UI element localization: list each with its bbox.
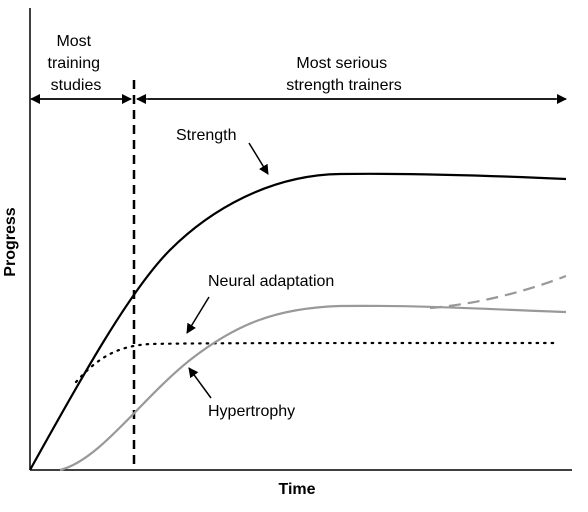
hypertrophy-pointer-arrow <box>188 367 212 399</box>
right-period-label: Most serious strength trainers <box>286 55 402 94</box>
y-axis-label: Progress <box>2 207 19 276</box>
strength-label: Strength <box>176 127 236 144</box>
neural-adaptation-label: Neural adaptation <box>208 273 334 290</box>
strength-pointer-arrow <box>248 142 269 175</box>
left-period-label: Most training studies <box>48 33 105 94</box>
strength-curve <box>29 172 567 471</box>
right-period-label-line-2: strength trainers <box>286 77 402 94</box>
x-axis-label: Time <box>278 481 315 498</box>
neural-adaptation-curve <box>74 341 558 384</box>
hypertrophy-curve <box>59 304 567 472</box>
left-period-label-line-3: studies <box>51 77 102 94</box>
right-period-label-line-1: Most serious <box>296 55 387 72</box>
left-period-label-line-2: training <box>48 55 100 72</box>
hypertrophy-label: Hypertrophy <box>208 403 295 420</box>
neural-adaptation-pointer-arrow <box>186 296 210 334</box>
hypertrophy-extension-curve <box>429 274 567 310</box>
left-period-label-line-1: Most <box>56 33 91 50</box>
